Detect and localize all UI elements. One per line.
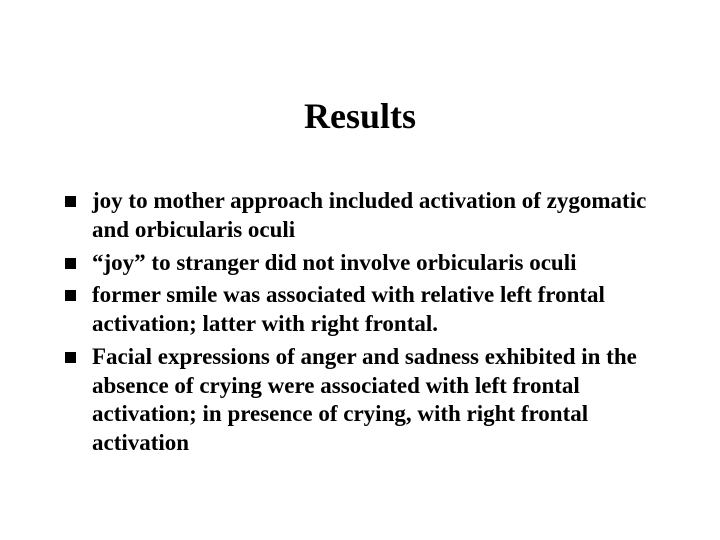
bullet-text: former smile was associated with relativ… [92, 281, 675, 339]
bullet-square-icon [65, 258, 76, 269]
bullet-square-icon [65, 196, 76, 207]
bullet-text: Facial expressions of anger and sadness … [92, 343, 675, 458]
list-item: “joy” to stranger did not involve orbicu… [65, 249, 675, 278]
bullet-square-icon [65, 290, 76, 301]
slide: Results joy to mother approach included … [0, 0, 720, 540]
bullet-list: joy to mother approach included activati… [0, 187, 720, 458]
list-item: joy to mother approach included activati… [65, 187, 675, 245]
list-item: former smile was associated with relativ… [65, 281, 675, 339]
bullet-text: joy to mother approach included activati… [92, 187, 675, 245]
bullet-square-icon [65, 352, 76, 363]
bullet-text: “joy” to stranger did not involve orbicu… [92, 249, 675, 278]
list-item: Facial expressions of anger and sadness … [65, 343, 675, 458]
slide-title: Results [0, 0, 720, 187]
